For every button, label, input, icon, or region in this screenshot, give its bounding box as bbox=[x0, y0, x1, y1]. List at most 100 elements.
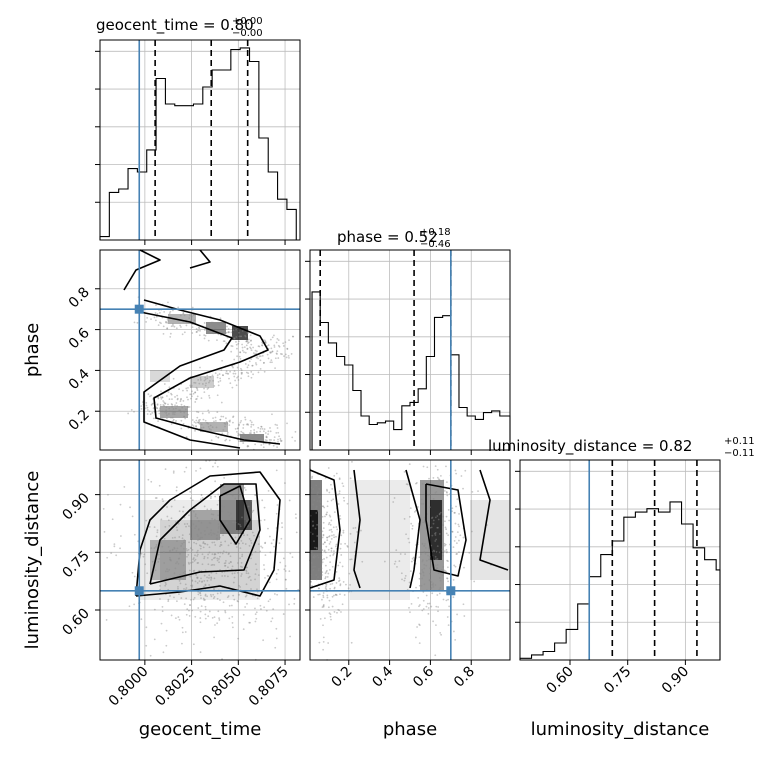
sample-point bbox=[206, 579, 209, 582]
sample-point bbox=[191, 537, 193, 540]
sample-point bbox=[210, 577, 213, 580]
sample-point bbox=[264, 432, 267, 434]
sample-point bbox=[224, 564, 226, 567]
panel-geocent-phase-contour bbox=[189, 249, 211, 269]
sample-point bbox=[172, 309, 174, 312]
sample-point bbox=[262, 446, 265, 449]
sample-point bbox=[187, 386, 189, 389]
sample-point bbox=[214, 553, 217, 556]
sample-point bbox=[250, 358, 253, 360]
sample-point bbox=[265, 609, 268, 612]
sample-point bbox=[335, 472, 338, 475]
sample-point bbox=[152, 402, 155, 405]
sample-point bbox=[196, 562, 199, 564]
sample-point bbox=[201, 412, 204, 415]
sample-point bbox=[168, 568, 171, 571]
sample-point bbox=[216, 394, 219, 397]
sample-point bbox=[353, 541, 356, 544]
sample-point bbox=[275, 469, 278, 472]
sample-point bbox=[451, 530, 454, 533]
sample-point bbox=[271, 617, 274, 620]
sample-point bbox=[317, 549, 319, 552]
sample-point bbox=[235, 336, 238, 338]
sample-point bbox=[172, 323, 174, 326]
sample-point bbox=[213, 577, 216, 580]
sample-point bbox=[183, 470, 186, 473]
sample-point bbox=[210, 576, 213, 579]
sample-point bbox=[249, 579, 252, 582]
sample-point bbox=[185, 548, 188, 550]
density-cell bbox=[310, 510, 318, 550]
sample-point bbox=[356, 531, 359, 533]
sample-point bbox=[173, 499, 176, 501]
sample-point bbox=[323, 550, 326, 553]
sample-point bbox=[233, 572, 236, 575]
sample-point bbox=[182, 400, 185, 402]
sample-point bbox=[170, 517, 173, 520]
sample-point bbox=[405, 533, 407, 536]
sample-point bbox=[191, 424, 194, 426]
sample-point bbox=[312, 568, 315, 571]
sample-point bbox=[288, 339, 290, 342]
sample-point bbox=[248, 621, 251, 624]
sample-point bbox=[203, 585, 205, 588]
sample-point bbox=[383, 560, 386, 563]
sample-point bbox=[281, 526, 284, 529]
sample-point bbox=[420, 553, 422, 556]
x-tick-label-geocent-time: 0.8050 bbox=[199, 664, 245, 710]
sample-point bbox=[329, 515, 332, 518]
sample-point bbox=[213, 636, 216, 639]
sample-point bbox=[342, 485, 345, 488]
sample-point bbox=[331, 605, 334, 608]
sample-point bbox=[204, 598, 206, 601]
sample-point bbox=[251, 511, 254, 513]
sample-point bbox=[192, 314, 195, 316]
sample-point bbox=[245, 569, 247, 572]
sample-point bbox=[165, 410, 168, 413]
sample-point bbox=[153, 547, 156, 550]
sample-point bbox=[265, 436, 268, 439]
sample-point bbox=[236, 355, 238, 358]
sample-point bbox=[199, 536, 202, 539]
sample-point bbox=[194, 401, 197, 403]
sample-point bbox=[416, 506, 419, 508]
sample-point bbox=[230, 604, 233, 607]
sample-point bbox=[194, 421, 197, 424]
sample-point bbox=[250, 339, 252, 342]
sample-point bbox=[452, 596, 455, 599]
sample-point bbox=[261, 546, 264, 549]
sample-point bbox=[252, 346, 254, 349]
sample-point bbox=[292, 335, 295, 338]
sample-point bbox=[328, 491, 331, 494]
sample-point bbox=[409, 570, 412, 573]
sample-point bbox=[284, 578, 287, 581]
sample-point bbox=[199, 621, 202, 624]
sample-point bbox=[342, 529, 345, 532]
x-tick-label-luminosity-distance: 0.75 bbox=[601, 664, 634, 697]
sample-point bbox=[184, 408, 187, 411]
sample-point bbox=[360, 529, 362, 532]
sample-point bbox=[214, 495, 217, 498]
sample-point bbox=[254, 573, 257, 576]
sample-point bbox=[191, 586, 194, 588]
sample-point bbox=[192, 570, 195, 573]
ylabel-luminosity-distance: luminosity_distance bbox=[22, 471, 43, 650]
sample-point bbox=[170, 559, 172, 562]
sample-point bbox=[136, 321, 139, 324]
sample-point bbox=[170, 505, 173, 508]
sample-point bbox=[254, 613, 257, 616]
sample-point bbox=[284, 341, 287, 344]
sample-point bbox=[273, 593, 276, 595]
panel-geocent-phase-frame bbox=[99, 249, 301, 451]
sample-point bbox=[445, 570, 448, 573]
sample-point bbox=[190, 397, 192, 400]
sample-point bbox=[436, 558, 439, 560]
sample-point bbox=[158, 558, 161, 560]
sample-point bbox=[228, 604, 231, 607]
sample-point bbox=[153, 608, 156, 611]
sample-point bbox=[210, 321, 213, 324]
sample-point bbox=[439, 587, 442, 589]
sample-point bbox=[258, 535, 260, 538]
sample-point bbox=[208, 397, 211, 399]
sample-point bbox=[425, 605, 428, 608]
